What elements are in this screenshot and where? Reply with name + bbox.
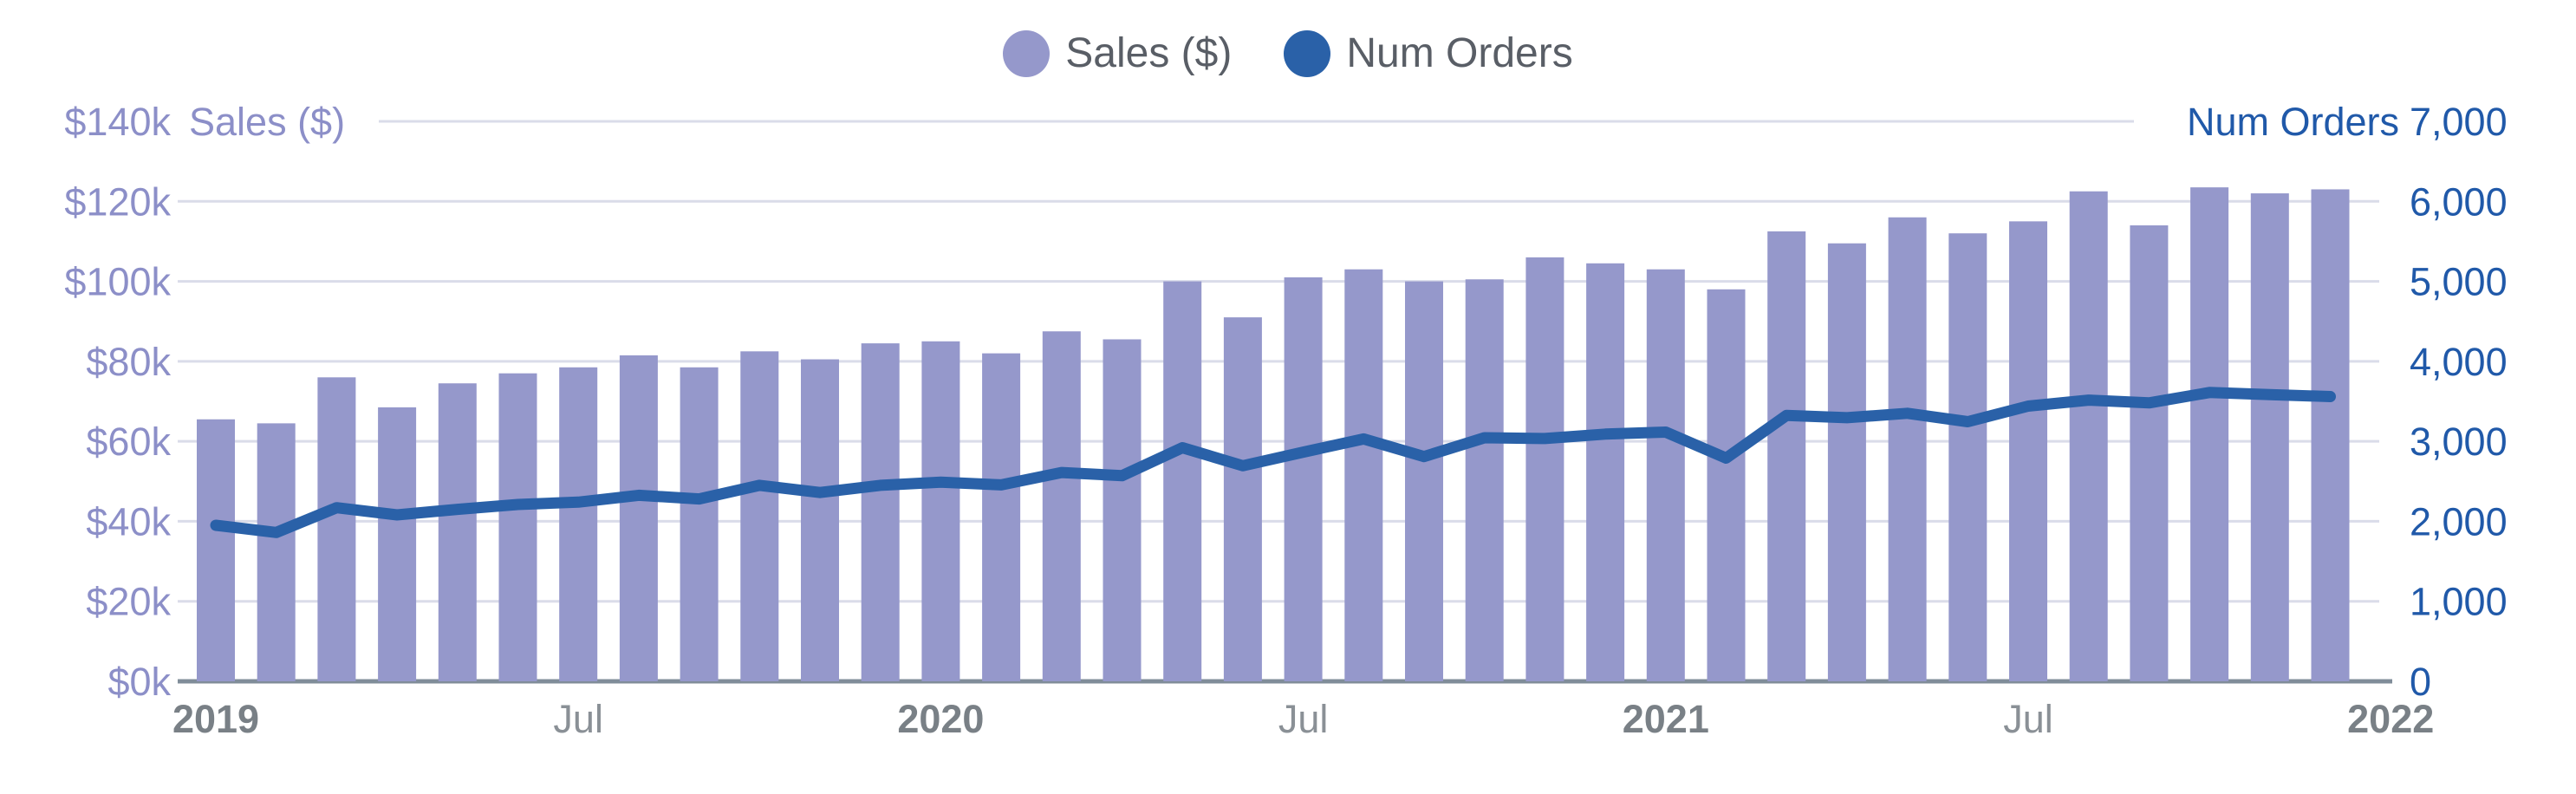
sales-bar[interactable] (1646, 269, 1685, 681)
sales-bar[interactable] (498, 373, 537, 681)
num-orders-legend-label: Num Orders (1346, 30, 1573, 76)
right-axis-tick-label: 3,000 (2410, 420, 2508, 464)
sales-bar[interactable] (1103, 339, 1142, 681)
sales-bar[interactable] (2250, 193, 2289, 682)
sales-bar[interactable] (438, 383, 477, 681)
x-axis-year-label: 2020 (897, 697, 984, 741)
x-axis-year-label: 2022 (2347, 697, 2434, 741)
sales-bar[interactable] (197, 419, 235, 681)
sales-bar[interactable] (1827, 243, 1866, 681)
sales-bar[interactable] (740, 351, 779, 681)
right-axis-title: Num Orders (2187, 100, 2399, 144)
sales-bar[interactable] (378, 407, 417, 681)
sales-bar[interactable] (1707, 289, 1746, 681)
sales-bar[interactable] (2009, 221, 2047, 681)
sales-bar[interactable] (1767, 231, 1806, 682)
sales-bar[interactable] (801, 359, 839, 681)
num-orders-legend-dot-icon (1284, 29, 1331, 77)
right-axis-tick-label: 2,000 (2410, 499, 2508, 543)
x-axis-jul-label: Jul (2003, 697, 2053, 741)
right-axis-tick-label: 5,000 (2410, 260, 2508, 304)
left-axis-tick-label: $120k (64, 179, 171, 224)
legend-item-num-orders[interactable]: Num Orders (1284, 29, 1573, 77)
x-axis-jul-label: Jul (553, 697, 603, 741)
left-axis-tick-label: $80k (86, 340, 171, 384)
sales-bar[interactable] (1223, 317, 1262, 681)
sales-bar[interactable] (1888, 217, 1927, 681)
sales-bar[interactable] (559, 367, 598, 681)
left-axis-tick-label: $20k (86, 580, 171, 624)
sales-legend-dot-icon (1003, 29, 1051, 77)
sales-bar[interactable] (619, 355, 658, 681)
x-axis-jul-label: Jul (1278, 697, 1329, 741)
sales-bar[interactable] (1465, 279, 1504, 681)
sales-legend-label: Sales ($) (1065, 30, 1233, 76)
sales-bar[interactable] (257, 423, 296, 681)
sales-bar[interactable] (1948, 233, 1987, 681)
sales-bar[interactable] (982, 353, 1021, 681)
x-axis-year-label: 2019 (172, 697, 259, 741)
legend-item-sales[interactable]: Sales ($) (1003, 29, 1232, 77)
left-axis-tick-label: $0k (107, 660, 171, 704)
sales-bar[interactable] (1344, 269, 1383, 681)
left-axis-tick-label: $40k (86, 499, 171, 543)
sales-bar[interactable] (2130, 225, 2169, 681)
sales-bar[interactable] (1405, 281, 1443, 681)
left-axis-title: Sales ($) (189, 100, 345, 144)
sales-bar[interactable] (680, 367, 719, 681)
num-orders-line[interactable] (210, 387, 2336, 538)
sales-bar[interactable] (2190, 187, 2229, 681)
sales-bar[interactable] (2311, 189, 2350, 681)
sales-bar[interactable] (861, 343, 900, 681)
sales-bar[interactable] (1163, 281, 1202, 681)
right-axis-tick-label: 4,000 (2410, 340, 2508, 384)
right-axis-tick-label: 0 (2410, 660, 2431, 704)
sales-bar[interactable] (921, 341, 960, 681)
sales-bar[interactable] (1284, 277, 1323, 681)
right-axis-tick-label: 7,000 (2410, 100, 2508, 144)
sales-bar[interactable] (2069, 191, 2108, 681)
left-axis-tick-label: $60k (86, 420, 171, 464)
sales-bar[interactable] (317, 377, 356, 681)
x-axis-year-label: 2021 (1623, 697, 1709, 741)
right-axis-tick-label: 1,000 (2410, 580, 2508, 624)
left-axis-tick-label: $100k (64, 260, 171, 304)
right-axis-tick-label: 6,000 (2410, 179, 2508, 224)
sales-bar[interactable] (1586, 263, 1625, 681)
sales-bar[interactable] (1525, 257, 1564, 681)
sales-bar[interactable] (1042, 331, 1081, 681)
left-axis-tick-label: $140k (64, 100, 171, 144)
chart-legend: Sales ($) Num Orders (0, 29, 2576, 77)
